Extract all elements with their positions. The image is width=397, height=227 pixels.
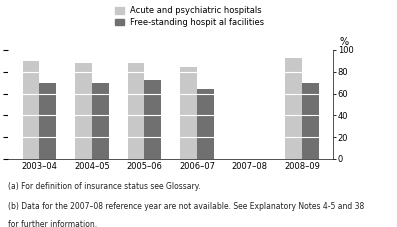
- Bar: [39, 83, 56, 159]
- Text: (b) Data for the 2007–08 reference year are not available. See Explanatory Notes: (b) Data for the 2007–08 reference year …: [8, 202, 364, 211]
- Text: %: %: [339, 37, 349, 47]
- Bar: [92, 83, 109, 159]
- Bar: [197, 89, 214, 159]
- Bar: [302, 83, 319, 159]
- Bar: [180, 67, 197, 159]
- Bar: [128, 63, 145, 159]
- Bar: [23, 61, 39, 159]
- Text: (a) For definition of insurance status see Glossary.: (a) For definition of insurance status s…: [8, 182, 200, 191]
- Text: for further information.: for further information.: [8, 220, 97, 227]
- Bar: [75, 63, 92, 159]
- Bar: [285, 58, 302, 159]
- Legend: Acute and psychiatric hospitals, Free-standing hospit al facilities: Acute and psychiatric hospitals, Free-st…: [115, 6, 264, 27]
- Bar: [145, 80, 161, 159]
